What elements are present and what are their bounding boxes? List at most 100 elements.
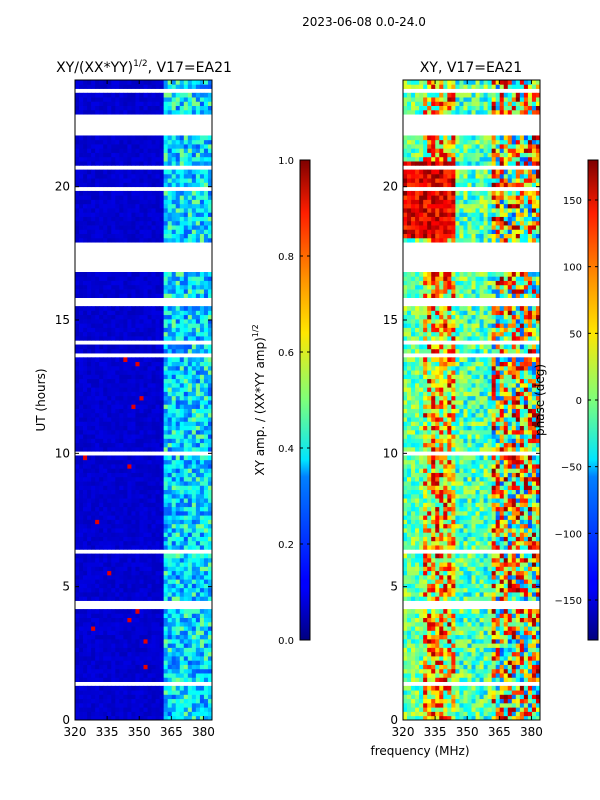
heatmap-cell	[143, 80, 148, 85]
heatmap-cell	[495, 668, 501, 674]
heatmap-cell	[127, 348, 132, 354]
heatmap-cell	[151, 225, 156, 230]
heatmap-cell	[111, 374, 116, 380]
heatmap-cell	[99, 493, 104, 499]
heatmap-cell	[175, 233, 181, 239]
heatmap-cell	[111, 698, 116, 704]
heatmap-cell	[151, 216, 156, 222]
heatmap-cell	[143, 216, 148, 222]
heatmap-cell	[203, 715, 209, 720]
heatmap-cell	[207, 630, 212, 636]
heatmap-cell	[123, 493, 128, 499]
heatmap-cell	[123, 685, 128, 691]
heatmap-cell	[91, 489, 96, 495]
heatmap-cell	[455, 643, 460, 648]
heatmap-cell	[79, 715, 84, 720]
heatmap-cell	[419, 694, 424, 700]
heatmap-cell	[203, 630, 209, 636]
heatmap-cell	[91, 545, 96, 550]
heatmap-cell	[191, 429, 197, 435]
heatmap-cell	[195, 156, 201, 162]
heatmap-cell	[79, 387, 84, 392]
heatmap-cell	[107, 583, 112, 589]
heatmap-cell	[451, 702, 456, 708]
heatmap-cell	[411, 715, 416, 720]
heatmap-cell	[203, 331, 209, 337]
heatmap-cell	[179, 327, 185, 333]
heatmap-cell	[191, 289, 197, 294]
heatmap-cell	[83, 391, 88, 397]
heatmap-cell	[199, 289, 205, 294]
heatmap-cell	[143, 562, 148, 567]
heatmap-cell	[171, 523, 177, 529]
heatmap-cell	[147, 468, 152, 473]
heatmap-cell	[159, 412, 165, 418]
heatmap-cell	[203, 690, 209, 695]
heatmap-cell	[143, 272, 148, 277]
heatmap-cell	[139, 417, 144, 422]
heatmap-cell	[207, 208, 212, 213]
heatmap-cell	[491, 673, 497, 678]
heatmap-cell	[95, 711, 100, 717]
heatmap-cell	[187, 698, 193, 704]
heatmap-cell	[83, 225, 88, 230]
heatmap-cell	[527, 711, 533, 717]
heatmap-cell	[79, 579, 84, 584]
heatmap-cell	[127, 626, 132, 631]
heatmap-cell	[159, 446, 165, 452]
heatmap-cell	[119, 84, 124, 89]
heatmap-cell	[107, 101, 112, 106]
heatmap-cell	[103, 429, 108, 435]
heatmap-cell	[499, 694, 505, 700]
heatmap-cell	[123, 630, 128, 636]
heatmap-cell	[499, 715, 505, 720]
heatmap-cell	[183, 344, 189, 350]
heatmap-cell	[95, 609, 100, 614]
heatmap-cell	[127, 545, 132, 550]
heatmap-cell	[123, 229, 128, 234]
heatmap-cell	[123, 481, 128, 486]
heatmap-cell	[143, 395, 148, 401]
heatmap-cell	[179, 557, 185, 563]
heatmap-cell	[95, 336, 100, 341]
heatmap-cell	[499, 634, 505, 640]
heatmap-cell	[147, 84, 152, 89]
heatmap-cell	[147, 566, 152, 572]
heatmap-cell	[83, 532, 88, 537]
heatmap-cell	[167, 434, 173, 439]
heatmap-cell	[75, 272, 80, 277]
heatmap-cell	[163, 280, 169, 286]
heatmap-cell	[195, 583, 201, 589]
heatmap-cell	[183, 446, 189, 452]
heatmap-cell	[167, 161, 173, 166]
heatmap-cell	[139, 370, 144, 375]
heatmap-cell	[523, 711, 529, 717]
heatmap-cell	[159, 280, 165, 286]
heatmap-cell	[123, 412, 128, 418]
heatmap-cell	[175, 617, 181, 623]
heatmap-cell	[199, 173, 205, 179]
heatmap-cell	[203, 105, 209, 111]
heatmap-cell	[95, 562, 100, 567]
heatmap-cell	[199, 425, 205, 431]
heatmap-cell	[83, 493, 88, 499]
heatmap-cell	[131, 425, 136, 431]
heatmap-cell	[163, 220, 169, 226]
heatmap-cell	[79, 382, 84, 388]
heatmap-cell	[171, 135, 177, 141]
heatmap-cell	[147, 323, 152, 328]
heatmap-cell	[431, 668, 436, 674]
heatmap-cell	[135, 148, 140, 153]
heatmap-cell	[123, 707, 128, 712]
heatmap-cell	[83, 139, 88, 145]
heatmap-cell	[163, 502, 169, 508]
heatmap-cell	[195, 438, 201, 444]
heatmap-cell	[179, 412, 185, 418]
heatmap-cell	[111, 455, 116, 461]
heatmap-cell	[99, 498, 104, 503]
heatmap-cell	[79, 643, 84, 648]
heatmap-cell	[523, 685, 529, 691]
heatmap-cell	[403, 647, 408, 653]
heatmap-cell	[175, 656, 181, 661]
heatmap-cell	[83, 698, 88, 704]
